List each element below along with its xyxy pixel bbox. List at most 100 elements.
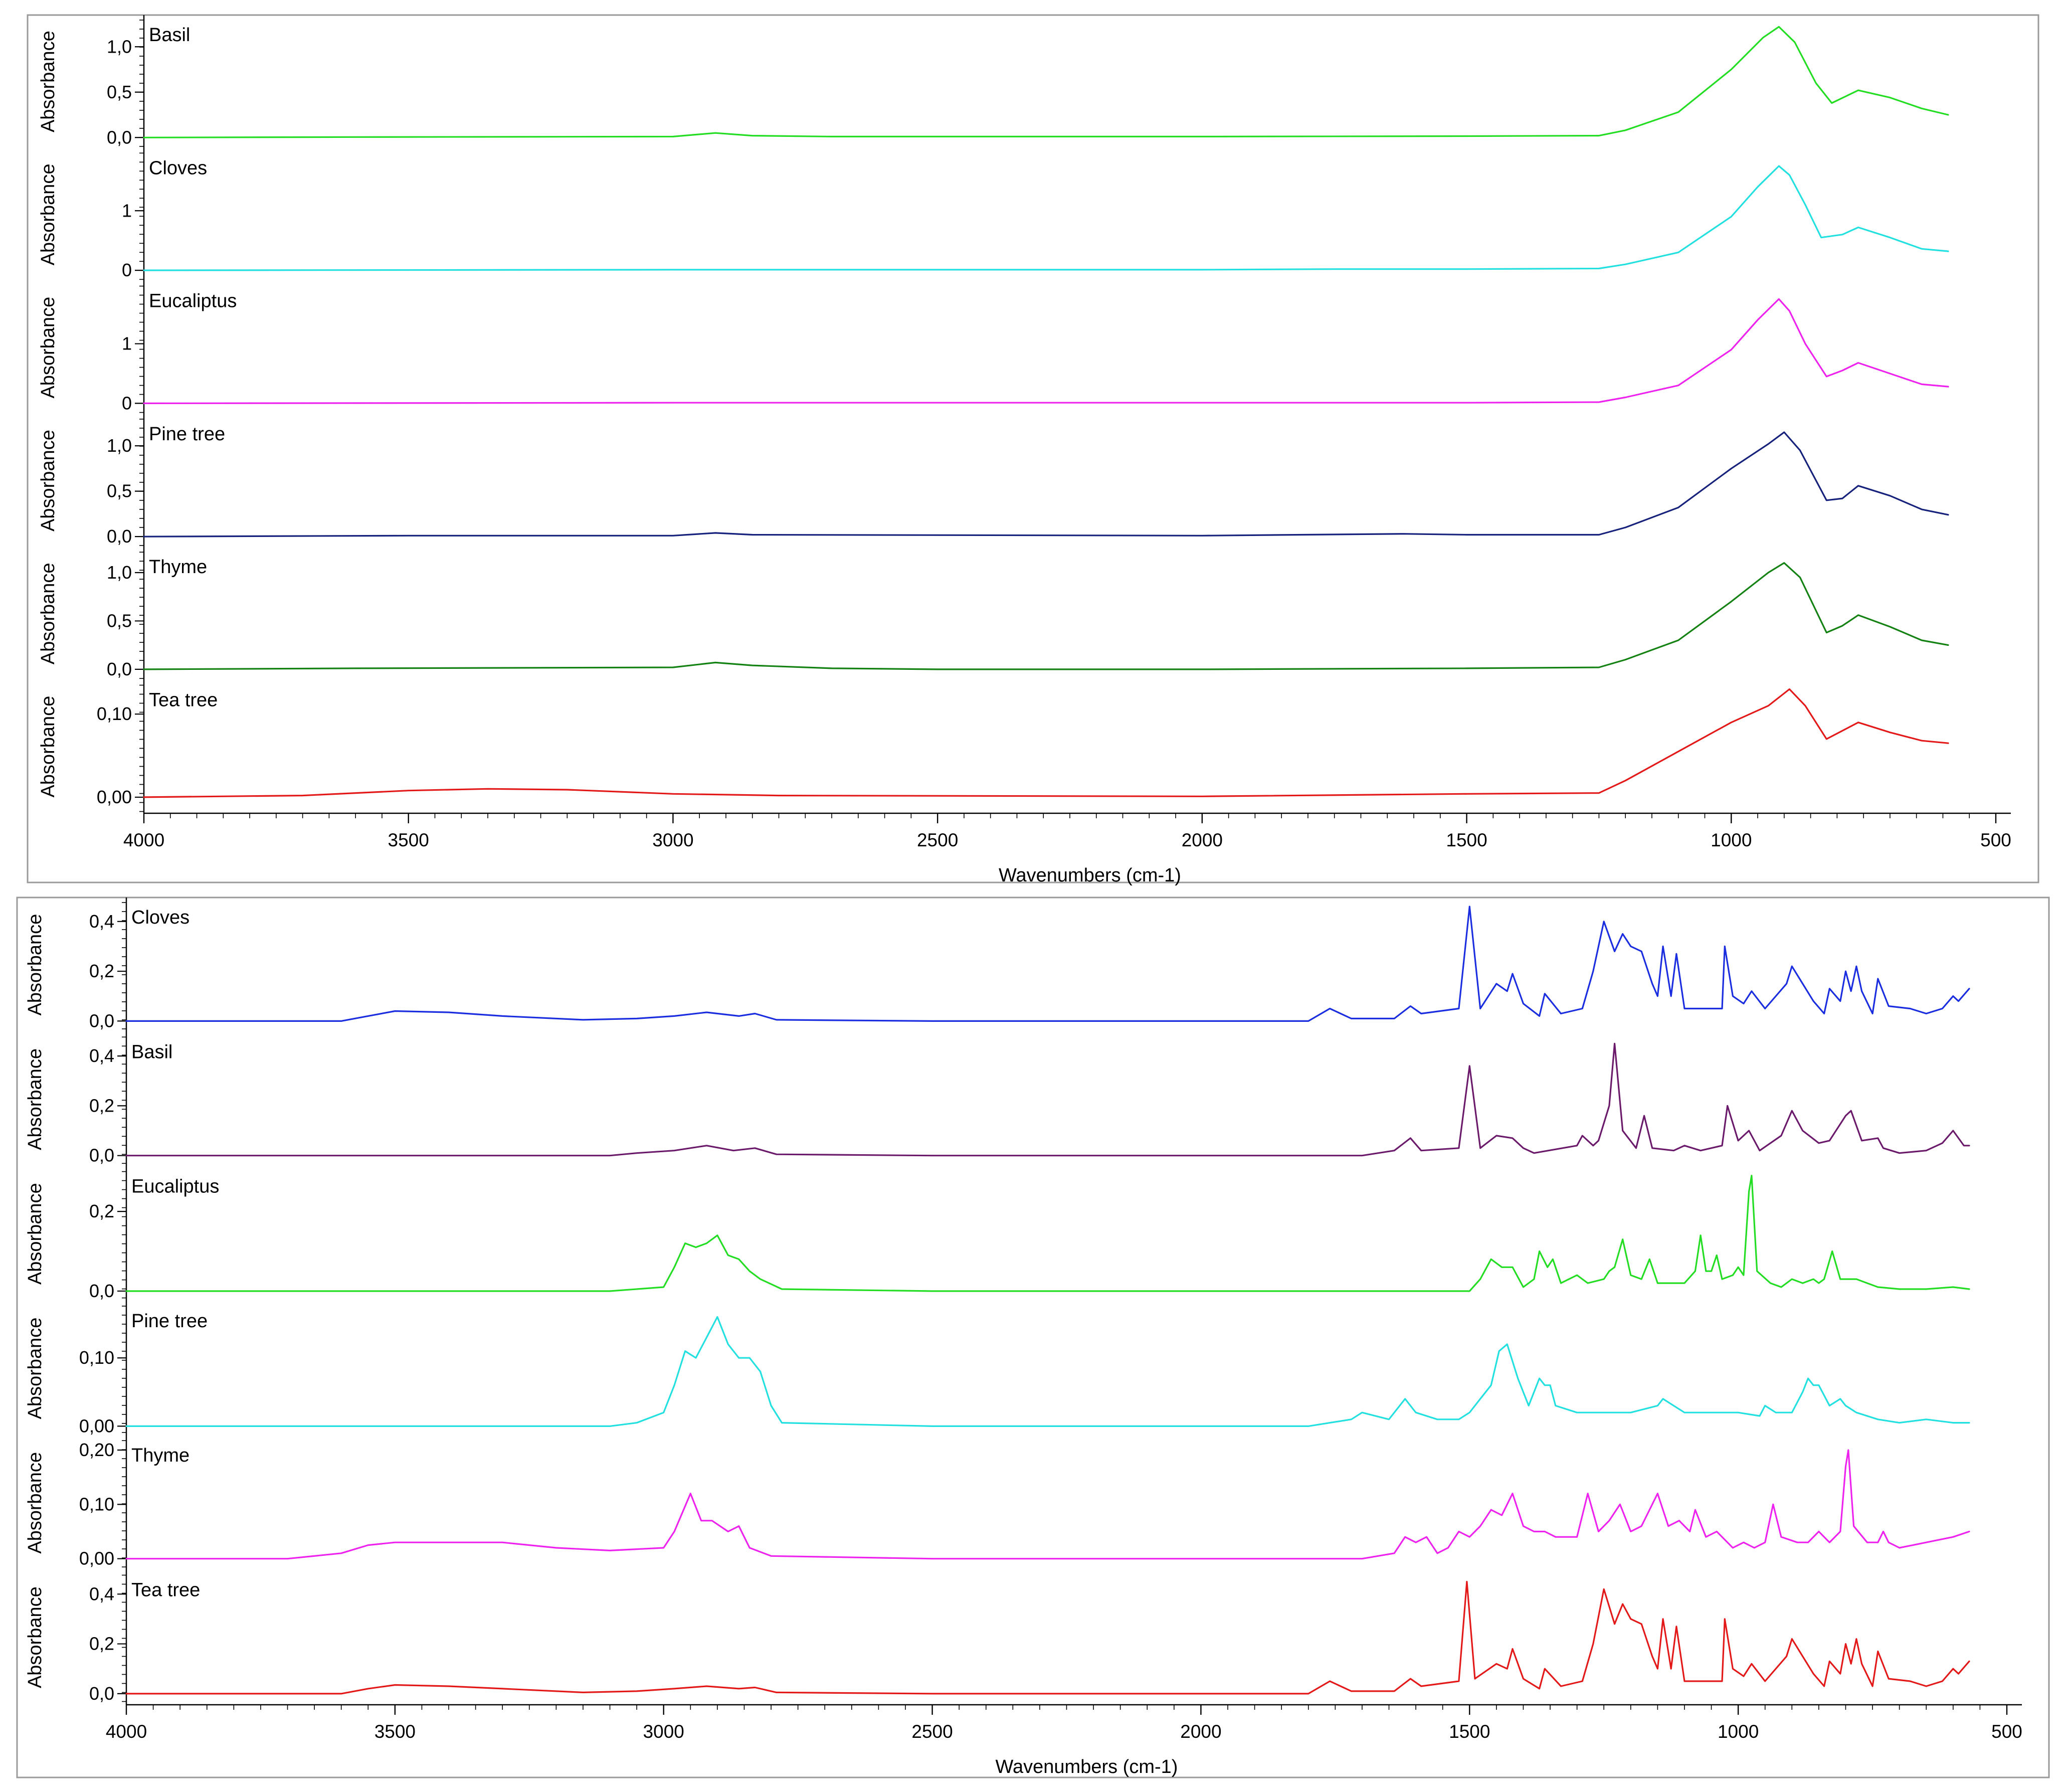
y-tick-label: 0,2 bbox=[89, 1201, 114, 1221]
spectrum-line bbox=[143, 688, 1949, 798]
chart-top-spectra: Absorbance 0,0 0,5 1,0 Basil Absorbance 0 1 Clov… bbox=[27, 14, 2039, 886]
panel-eucaliptus: Absorbance 0 1 Eucaliptus bbox=[38, 285, 1949, 413]
panel-pine-tree: Absorbance 0,0 0,5 1,0 Pine tree bbox=[38, 419, 1949, 547]
spectrum-line bbox=[143, 298, 1949, 404]
y-axis-label: Absorbance bbox=[38, 696, 59, 798]
x-tick-label: 3500 bbox=[388, 830, 429, 850]
panel-title: Tea tree bbox=[131, 1580, 200, 1601]
x-axis-title: Wavenumbers (cm-1) bbox=[999, 865, 1181, 886]
spectrum-line bbox=[143, 26, 1949, 138]
y-tick-label: 1 bbox=[122, 333, 132, 354]
x-tick-label: 3000 bbox=[652, 830, 693, 850]
y-axis-label: Absorbance bbox=[38, 31, 59, 132]
x-tick-label: 2500 bbox=[917, 830, 958, 850]
y-tick-label: 0,10 bbox=[79, 1494, 114, 1514]
spectrum-line bbox=[125, 1449, 1970, 1560]
y-tick-label: 0,5 bbox=[107, 82, 132, 102]
panel-title: Cloves bbox=[131, 907, 190, 928]
panel-tea-tree: Absorbance 0,00 0,10 Tea tree bbox=[38, 684, 1949, 812]
y-tick-label: 1 bbox=[122, 200, 132, 221]
y-tick-label: 0,2 bbox=[89, 1634, 114, 1654]
x-tick-label: 2000 bbox=[1182, 830, 1223, 850]
x-axis-title: Wavenumbers (cm-1) bbox=[996, 1756, 1178, 1777]
y-axis-label: Absorbance bbox=[38, 430, 59, 531]
panel-title: Thyme bbox=[131, 1445, 190, 1466]
x-tick-label: 2000 bbox=[1180, 1721, 1221, 1742]
x-tick-label: 2500 bbox=[911, 1721, 953, 1742]
y-tick-label: 0,2 bbox=[89, 1095, 114, 1116]
panel-title: Thyme bbox=[149, 557, 207, 578]
y-axis-label: Absorbance bbox=[25, 1586, 46, 1688]
x-tick-label: 4000 bbox=[106, 1721, 147, 1742]
y-axis-label: Absorbance bbox=[25, 1183, 46, 1285]
spectrum-line bbox=[125, 1580, 1970, 1695]
y-axis-label: Absorbance bbox=[38, 297, 59, 399]
spectrum-line bbox=[125, 1175, 1970, 1292]
y-tick-label: 0,0 bbox=[89, 1281, 114, 1301]
spectrum-line bbox=[143, 562, 1949, 670]
y-tick-label: 0,4 bbox=[89, 1045, 114, 1066]
y-axis-label: Absorbance bbox=[25, 1452, 46, 1554]
chart-frame bbox=[27, 14, 2039, 883]
x-tick-label: 1500 bbox=[1449, 1721, 1490, 1742]
y-tick-label: 0,2 bbox=[89, 961, 114, 981]
y-tick-label: 0,0 bbox=[107, 127, 132, 147]
panel-title: Basil bbox=[131, 1041, 172, 1062]
y-tick-label: 1,0 bbox=[107, 562, 132, 583]
y-tick-label: 0,4 bbox=[89, 911, 114, 932]
panel-title: Pine tree bbox=[131, 1311, 208, 1332]
x-tick-label: 1500 bbox=[1446, 830, 1487, 850]
chart-frame bbox=[16, 897, 2050, 1778]
panel-title: Pine tree bbox=[149, 424, 225, 445]
x-tick-label: 1000 bbox=[1718, 1721, 1759, 1742]
panel-pine-tree: Absorbance 0,00 0,10 Pine tree bbox=[25, 1306, 1970, 1436]
y-axis-label: Absorbance bbox=[38, 164, 59, 266]
panel-cloves: Absorbance 0 1 Cloves bbox=[38, 152, 1949, 280]
x-tick-label: 1000 bbox=[1711, 830, 1752, 850]
y-tick-label: 0,0 bbox=[89, 1683, 114, 1704]
panel-cloves: Absorbance 0,0 0,2 0,4 Cloves bbox=[25, 902, 1970, 1031]
panel-basil: Absorbance 0,0 0,5 1,0 Basil bbox=[38, 20, 1949, 147]
y-tick-label: 0,4 bbox=[89, 1583, 114, 1604]
y-axis-label: Absorbance bbox=[38, 563, 59, 664]
y-tick-label: 0,00 bbox=[79, 1415, 114, 1436]
panel-tea-tree: Absorbance 0,0 0,2 0,4 Tea tree bbox=[25, 1574, 1970, 1704]
spectrum-line bbox=[143, 165, 1949, 271]
y-tick-label: 0,0 bbox=[89, 1145, 114, 1166]
x-tick-label: 3500 bbox=[374, 1721, 416, 1742]
y-axis-label: Absorbance bbox=[25, 1048, 46, 1150]
y-tick-label: 0,0 bbox=[89, 1010, 114, 1031]
x-tick-label: 3000 bbox=[643, 1721, 684, 1742]
x-tick-label: 500 bbox=[1991, 1721, 2022, 1742]
y-tick-label: 0,10 bbox=[79, 1347, 114, 1368]
y-axis-label: Absorbance bbox=[25, 1318, 46, 1419]
y-tick-label: 1,0 bbox=[107, 435, 132, 456]
panel-thyme: Absorbance 0,0 0,5 1,0 Thyme bbox=[38, 552, 1949, 679]
spectrum-line bbox=[125, 1316, 1970, 1427]
panel-title: Tea tree bbox=[149, 690, 218, 711]
x-tick-label: 4000 bbox=[123, 830, 164, 850]
panel-title: Eucaliptus bbox=[131, 1176, 219, 1197]
chart-bottom-spectra: Absorbance 0,0 0,2 0,4 Cloves Absorbance 0,0 0,… bbox=[16, 897, 2050, 1778]
y-tick-label: 0,5 bbox=[107, 610, 132, 631]
y-tick-label: 0 bbox=[122, 260, 132, 280]
y-tick-label: 0,20 bbox=[79, 1440, 114, 1460]
x-tick-label: 500 bbox=[1980, 830, 2011, 850]
spectrum-line bbox=[143, 431, 1949, 537]
panel-basil: Absorbance 0,0 0,2 0,4 Basil bbox=[25, 1036, 1970, 1166]
panel-eucaliptus: Absorbance 0,0 0,2 Eucaliptus bbox=[25, 1171, 1970, 1301]
y-tick-label: 0,0 bbox=[107, 659, 132, 679]
panel-title: Cloves bbox=[149, 157, 207, 178]
y-tick-label: 0,00 bbox=[79, 1548, 114, 1569]
y-tick-label: 1,0 bbox=[107, 36, 132, 57]
spectrum-line bbox=[125, 1042, 1970, 1157]
y-tick-label: 0,00 bbox=[97, 787, 132, 807]
y-tick-label: 0,5 bbox=[107, 481, 132, 501]
y-tick-label: 0,10 bbox=[97, 703, 132, 724]
spectrum-line bbox=[125, 906, 1970, 1022]
panel-title: Basil bbox=[149, 25, 190, 46]
y-tick-label: 0,0 bbox=[107, 526, 132, 547]
y-axis-label: Absorbance bbox=[25, 914, 46, 1016]
panel-thyme: Absorbance 0,00 0,10 0,20 Thyme bbox=[25, 1440, 1970, 1569]
